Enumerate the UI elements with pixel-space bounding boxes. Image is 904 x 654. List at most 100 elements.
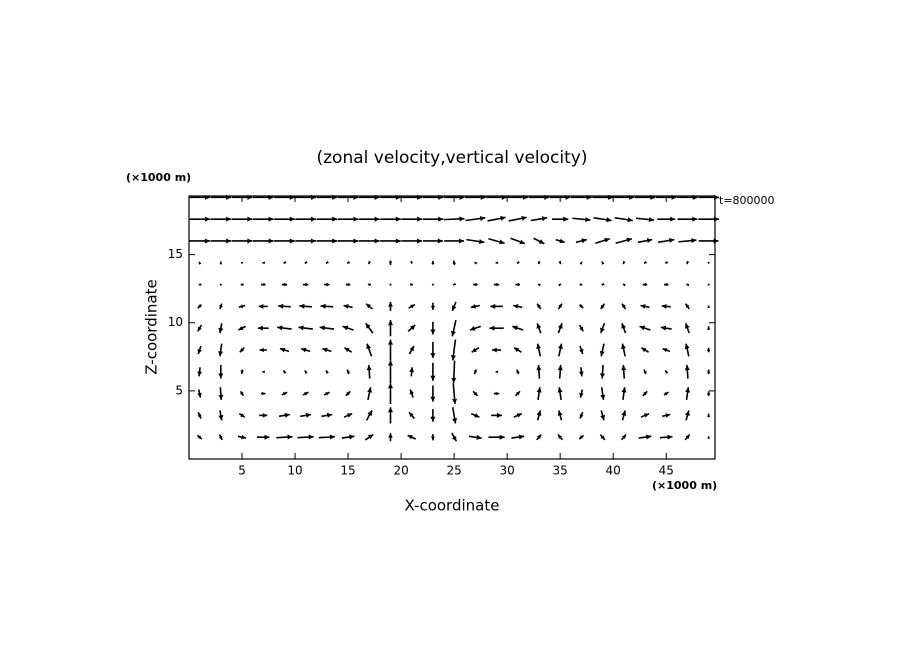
vector-arrow <box>634 194 656 200</box>
vector-arrow <box>557 322 563 334</box>
vector-arrow <box>578 434 585 440</box>
vector-arrow <box>621 410 627 421</box>
arrow-head <box>686 284 690 287</box>
vector-arrow <box>614 217 633 223</box>
vector-arrow <box>536 364 542 379</box>
vector-arrow <box>408 345 415 355</box>
arrow-head <box>579 414 584 419</box>
vector-arrow <box>579 261 583 265</box>
vector-arrow <box>579 367 584 377</box>
vector-arrow <box>451 432 458 442</box>
vector-arrow <box>599 343 605 357</box>
vector-arrow <box>558 343 563 357</box>
arrow-head <box>579 392 584 398</box>
vector-arrow <box>642 282 648 287</box>
vector-arrow <box>387 320 393 337</box>
vector-arrow <box>346 260 351 264</box>
vector-arrow <box>218 434 223 441</box>
vector-arrow <box>366 364 372 379</box>
arrow-head <box>218 435 223 440</box>
arrow-head <box>238 326 244 330</box>
arrow-head <box>374 194 380 200</box>
vector-arrow <box>579 345 584 355</box>
arrow-head <box>430 416 436 422</box>
arrow-head <box>459 238 465 244</box>
vector-arrow <box>470 304 480 309</box>
arrow-head <box>707 326 711 330</box>
vector-arrow <box>686 260 690 265</box>
vector-arrow <box>471 347 480 353</box>
arrow-head <box>353 238 359 244</box>
arrow-head <box>473 282 477 287</box>
arrow-head <box>518 434 525 440</box>
arrow-head <box>667 434 673 440</box>
vector-arrow <box>410 283 414 286</box>
arrow-head <box>332 194 338 200</box>
arrow-head <box>268 216 274 222</box>
arrow-head <box>501 194 507 200</box>
vector-arrow <box>620 433 627 441</box>
vector-arrow <box>528 194 550 200</box>
arrow-head <box>713 216 719 222</box>
vector-arrow <box>358 194 380 200</box>
vector-arrow <box>664 369 669 374</box>
arrow-head <box>500 215 506 221</box>
arrow-head <box>438 216 444 222</box>
arrow-head <box>304 260 308 264</box>
vector-arrow <box>295 216 317 222</box>
vector-arrow <box>508 215 527 222</box>
arrow-head <box>599 350 605 357</box>
arrow-head <box>495 370 499 374</box>
arrow-head <box>262 370 265 374</box>
vector-arrow <box>304 260 308 264</box>
vector-arrow <box>599 433 606 441</box>
arrow-head <box>409 345 414 352</box>
vector-arrow <box>662 347 671 353</box>
vector-arrow <box>706 369 711 375</box>
vector-arrow <box>621 387 627 401</box>
chart-title: (zonal velocity,vertical velocity) <box>317 148 588 168</box>
arrow-head <box>646 434 652 440</box>
arrow-head <box>417 238 423 244</box>
arrow-head <box>513 304 519 309</box>
vector-arrow <box>430 341 436 359</box>
arrow-head <box>329 434 335 440</box>
vector-arrow <box>451 407 458 424</box>
vector-arrow <box>252 194 274 200</box>
arrow-head <box>344 347 350 353</box>
arrow-head <box>262 261 265 265</box>
arrow-head <box>197 348 202 355</box>
arrow-head <box>238 304 244 309</box>
arrow-head <box>308 434 314 440</box>
arrow-head <box>579 348 584 355</box>
arrow-head <box>492 347 497 353</box>
vector-arrow <box>342 325 354 331</box>
arrow-head <box>430 436 435 441</box>
arrow-head <box>641 347 647 353</box>
arrow-head <box>646 238 653 243</box>
vector-arrow <box>685 410 690 421</box>
arrow-head <box>685 410 690 416</box>
vector-arrow <box>276 434 293 440</box>
vector-arrow <box>189 238 210 244</box>
arrow-head <box>516 260 520 264</box>
arrow-head <box>302 282 307 287</box>
vector-arrow <box>262 261 265 265</box>
arrow-head <box>644 260 648 264</box>
vector-arrow <box>319 325 335 331</box>
arrow-head <box>289 238 295 244</box>
vector-arrow <box>622 283 626 287</box>
vector-arrow <box>536 433 542 441</box>
arrow-head <box>247 216 253 222</box>
vector-arrow <box>389 283 392 286</box>
arrow-head <box>496 412 502 418</box>
vector-arrow <box>555 238 565 244</box>
vector-arrow <box>621 303 627 310</box>
arrow-head <box>516 369 520 374</box>
arrow-head <box>707 413 711 417</box>
vector-arrow <box>593 217 612 223</box>
vector-arrow <box>572 217 591 223</box>
arrow-head <box>514 347 520 353</box>
vector-arrow <box>387 360 393 384</box>
vector-arrow <box>661 413 671 418</box>
